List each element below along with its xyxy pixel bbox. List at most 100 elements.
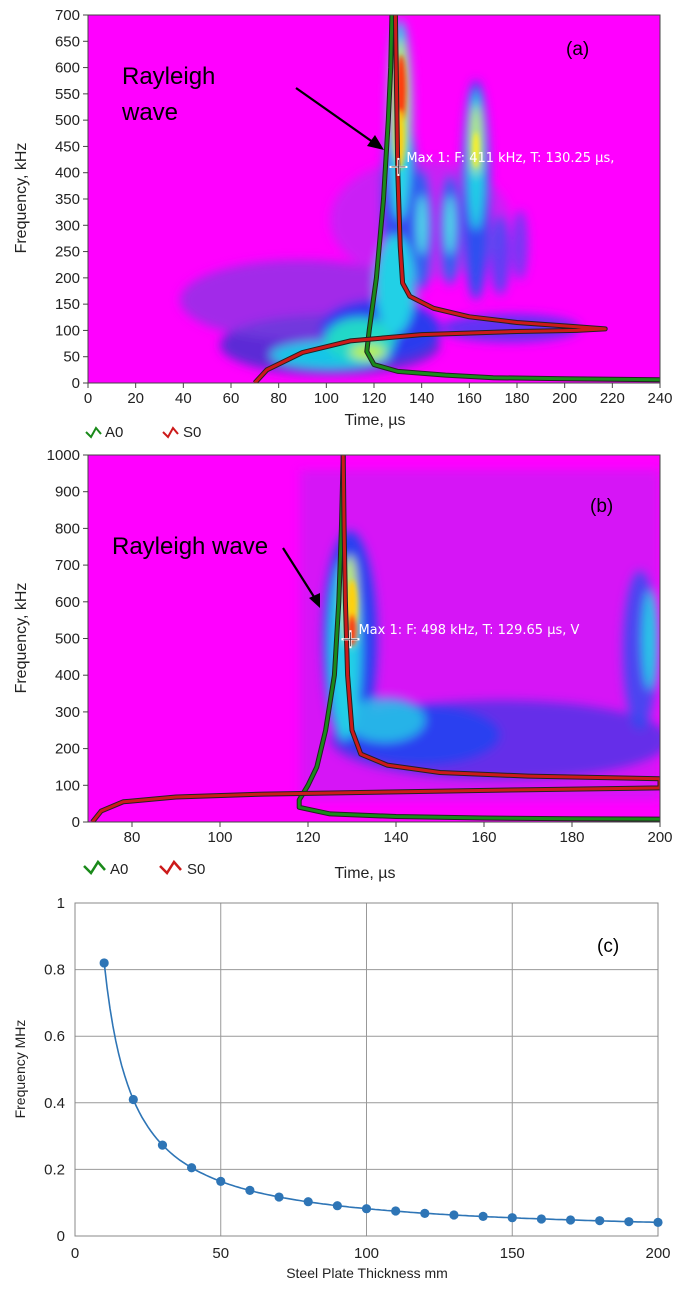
- x-tick-label: 60: [223, 390, 240, 407]
- legend-s0-icon: [162, 426, 179, 439]
- data-point: [274, 1192, 284, 1202]
- data-point: [478, 1211, 488, 1221]
- panel-a-legend: A0 S0: [85, 424, 201, 441]
- data-point: [595, 1216, 605, 1226]
- x-tick-label: 160: [457, 390, 482, 407]
- y-tick-label: 650: [55, 33, 80, 50]
- y-tick-label: 400: [55, 165, 80, 182]
- y-tick-label: 300: [55, 217, 80, 234]
- x-tick-label: 240: [647, 390, 672, 407]
- x-tick-label: 140: [383, 829, 408, 846]
- x-tick-label: 40: [175, 390, 192, 407]
- panel-c-grid: [74, 902, 659, 1237]
- y-tick-label: 600: [55, 60, 80, 77]
- data-point: [99, 958, 109, 968]
- data-point: [187, 1163, 197, 1173]
- y-tick-label: 250: [55, 244, 80, 261]
- y-tick-label: 200: [55, 741, 80, 758]
- y-tick-label: 1: [57, 895, 65, 912]
- panel-b-arrow: [282, 547, 320, 608]
- y-tick-label: 500: [55, 631, 80, 648]
- panel-c-ticks: 0 50 100 150 200 0 0.2 0.4 0.6 0.8 1: [44, 895, 670, 1262]
- y-tick-label: 100: [55, 777, 80, 794]
- y-tick-label: 0: [72, 814, 80, 831]
- x-tick-label: 160: [471, 829, 496, 846]
- y-tick-label: 500: [55, 112, 80, 129]
- panel-a-annotation-line1: Rayleigh: [122, 63, 215, 90]
- panel-b-ylabel: Frequency, kHz: [13, 583, 30, 694]
- y-tick-label: 100: [55, 322, 80, 339]
- y-tick-label: 450: [55, 138, 80, 155]
- y-tick-label: 300: [55, 704, 80, 721]
- panel-c-frame: [74, 902, 659, 1237]
- x-tick-label: 100: [207, 829, 232, 846]
- panel-b-spectrogram: [90, 455, 660, 822]
- panel-b-label: (b): [590, 496, 613, 517]
- y-tick-label: 700: [55, 7, 80, 24]
- x-tick-label: 100: [314, 390, 339, 407]
- data-point: [216, 1176, 226, 1186]
- panel-b-max-label: Max 1: F: 498 kHz, T: 129.65 µs, V: [358, 623, 579, 638]
- y-tick-label: 0: [57, 1228, 65, 1245]
- x-tick-label: 50: [212, 1245, 229, 1262]
- y-tick-label: 350: [55, 191, 80, 208]
- x-tick-label: 120: [361, 390, 386, 407]
- panel-a-spectrogram: [180, 15, 660, 383]
- x-tick-label: 80: [270, 390, 287, 407]
- x-tick-label: 80: [124, 829, 141, 846]
- panel-b-legend: A0 S0: [83, 859, 205, 878]
- legend-a0-label: A0: [105, 424, 123, 441]
- x-tick-label: 200: [552, 390, 577, 407]
- y-tick-label: 0.2: [44, 1161, 65, 1178]
- y-tick-label: 700: [55, 557, 80, 574]
- y-tick-label: 0.8: [44, 962, 65, 979]
- x-tick-label: 220: [600, 390, 625, 407]
- data-point: [565, 1215, 576, 1225]
- data-point: [157, 1140, 168, 1150]
- x-tick-label: 180: [504, 390, 529, 407]
- x-tick-label: 0: [71, 1245, 79, 1262]
- panel-b-ticks: 80 100 120 140 160 180 200 0 100 200 300 400 500 600 7…: [47, 447, 673, 846]
- panel-a-a0-curve: [365, 15, 660, 382]
- data-point: [449, 1210, 459, 1220]
- panel-a-ylabel: Frequency, kHz: [13, 143, 30, 254]
- y-tick-label: 1000: [47, 447, 80, 464]
- panel-a-max-marker: [389, 157, 408, 176]
- panel-a-ticks: 0 20 40 60 80 100 120 140 160 180 200 220 240 0 50 100 1…: [55, 7, 673, 407]
- panel-c-xlabel: Steel Plate Thickness mm: [286, 1265, 448, 1281]
- data-point: [361, 1204, 372, 1214]
- y-tick-label: 50: [63, 349, 80, 366]
- panel-a-s0-curve: [253, 15, 607, 383]
- legend-s0-icon-b: [159, 859, 182, 875]
- x-tick-label: 200: [645, 1245, 670, 1262]
- data-point: [128, 1094, 138, 1105]
- y-tick-label: 150: [55, 296, 80, 313]
- panel-a-label: (a): [566, 39, 589, 60]
- y-tick-label: 800: [55, 520, 80, 537]
- legend-s0-label-b: S0: [187, 861, 205, 878]
- panel-b-annotation: Rayleigh wave: [112, 533, 268, 560]
- panel-b-s0-curve: [91, 455, 660, 822]
- panel-c-fit-line: [103, 962, 658, 1224]
- data-point: [507, 1213, 517, 1223]
- x-tick-label: 200: [647, 829, 672, 846]
- panel-c-ylabel: Frequency MHz: [12, 1020, 28, 1119]
- panel-b: 80 100 120 140 160 180 200 0 100 200 300 400 500 600 7…: [13, 447, 673, 882]
- x-tick-label: 150: [500, 1245, 525, 1262]
- x-tick-label: 120: [295, 829, 320, 846]
- panel-b-xlabel: Time, µs: [334, 865, 395, 882]
- panel-a-xlabel: Time, µs: [344, 412, 405, 429]
- panel-a-arrow: [295, 87, 384, 150]
- y-tick-label: 200: [55, 270, 80, 287]
- y-tick-label: 0: [72, 375, 80, 392]
- data-point: [245, 1185, 255, 1195]
- y-tick-label: 600: [55, 594, 80, 611]
- legend-s0-label: S0: [183, 424, 201, 441]
- panel-b-max-marker: [341, 630, 360, 649]
- panel-c: 0 50 100 150 200 0 0.2 0.4 0.6 0.8 1 (c) Frequency…: [12, 895, 671, 1281]
- data-point: [332, 1201, 342, 1211]
- y-tick-label: 400: [55, 667, 80, 684]
- data-point: [391, 1206, 401, 1216]
- y-tick-label: 900: [55, 484, 80, 501]
